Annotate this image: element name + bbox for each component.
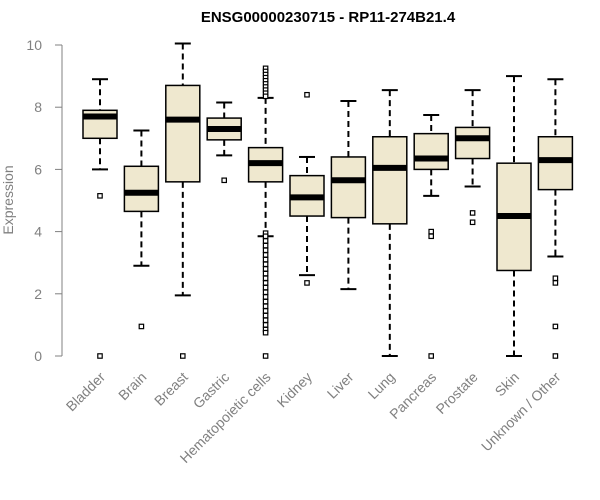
- chart-title: ENSG00000230715 - RP11-274B21.4: [201, 9, 456, 26]
- outlier-point: [262, 238, 269, 244]
- outlier-point: [262, 93, 269, 100]
- outlier-point: [552, 353, 559, 359]
- y-tick-label: 10: [26, 37, 42, 53]
- box-gastric: [206, 101, 242, 184]
- outlier-point: [262, 280, 269, 286]
- box-unknown-other: [537, 78, 574, 359]
- y-tick-label: 6: [34, 161, 42, 177]
- box-prostate: [454, 89, 491, 226]
- x-tick-label: Brain: [115, 369, 149, 403]
- outlier-point: [428, 233, 435, 240]
- box-kidney: [289, 91, 325, 286]
- x-tick-label: Skin: [492, 369, 523, 400]
- x-tick-label: Bladder: [63, 369, 109, 415]
- x-tick-label: Kidney: [274, 369, 316, 411]
- outlier-point: [262, 294, 269, 300]
- outlier-point: [262, 266, 269, 272]
- iqr-box: [123, 165, 160, 213]
- outlier-point: [262, 284, 269, 291]
- y-axis-title: Expression: [0, 165, 16, 234]
- outlier-point: [469, 210, 476, 216]
- box-liver: [330, 99, 367, 291]
- iqr-box: [413, 132, 449, 171]
- outlier-point: [97, 353, 103, 359]
- outlier-point: [180, 353, 186, 359]
- outlier-point: [262, 312, 269, 319]
- outlier-point: [262, 261, 269, 268]
- outlier-point: [262, 317, 269, 324]
- outlier-point: [262, 256, 269, 263]
- outlier-point: [221, 177, 228, 184]
- outlier-point: [428, 353, 435, 359]
- iqr-box: [372, 135, 408, 225]
- box-pancreas: [413, 113, 449, 359]
- outlier-point: [138, 323, 145, 330]
- outlier-point: [262, 308, 269, 314]
- outlier-point: [469, 219, 476, 226]
- outlier-point: [262, 233, 269, 240]
- box-lung: [372, 89, 408, 357]
- outlier-point: [262, 289, 269, 296]
- outlier-point: [552, 275, 559, 282]
- iqr-box: [454, 126, 491, 160]
- y-tick-label: 2: [34, 286, 42, 302]
- iqr-box: [165, 84, 201, 183]
- outlier-point: [262, 298, 269, 305]
- outlier-point: [552, 280, 559, 286]
- outlier-point: [262, 329, 269, 336]
- outlier-point: [304, 91, 310, 98]
- outlier-point: [262, 247, 269, 254]
- x-tick-label: Breast: [151, 369, 191, 409]
- outlier-point: [262, 303, 269, 310]
- outlier-point: [97, 193, 103, 199]
- box-breast: [165, 42, 201, 359]
- box-bladder: [82, 78, 118, 359]
- outlier-point: [262, 353, 269, 359]
- outlier-point: [304, 280, 310, 286]
- box-brain: [123, 129, 160, 330]
- x-tick-label: Lung: [365, 369, 398, 402]
- box-hematopoietic-cells: [247, 65, 284, 359]
- boxes: [82, 42, 574, 359]
- outlier-point: [262, 242, 269, 249]
- outlier-point: [552, 323, 559, 330]
- box-skin: [496, 75, 532, 357]
- outlier-point: [428, 228, 435, 235]
- iqr-box: [537, 135, 574, 191]
- x-tick-label: Unknown / Other: [478, 369, 564, 455]
- y-tick-label: 8: [34, 99, 42, 115]
- y-axis: 0 2 4 6 8 10: [26, 37, 63, 364]
- outlier-point: [262, 322, 269, 328]
- y-tick-label: 0: [34, 348, 42, 364]
- x-tick-label: Liver: [324, 369, 357, 402]
- outlier-point: [262, 252, 269, 258]
- outlier-point: [262, 275, 269, 282]
- iqr-box: [330, 156, 367, 219]
- outlier-point: [262, 270, 269, 277]
- y-tick-label: 4: [34, 224, 42, 240]
- x-tick-label: Prostate: [433, 369, 481, 417]
